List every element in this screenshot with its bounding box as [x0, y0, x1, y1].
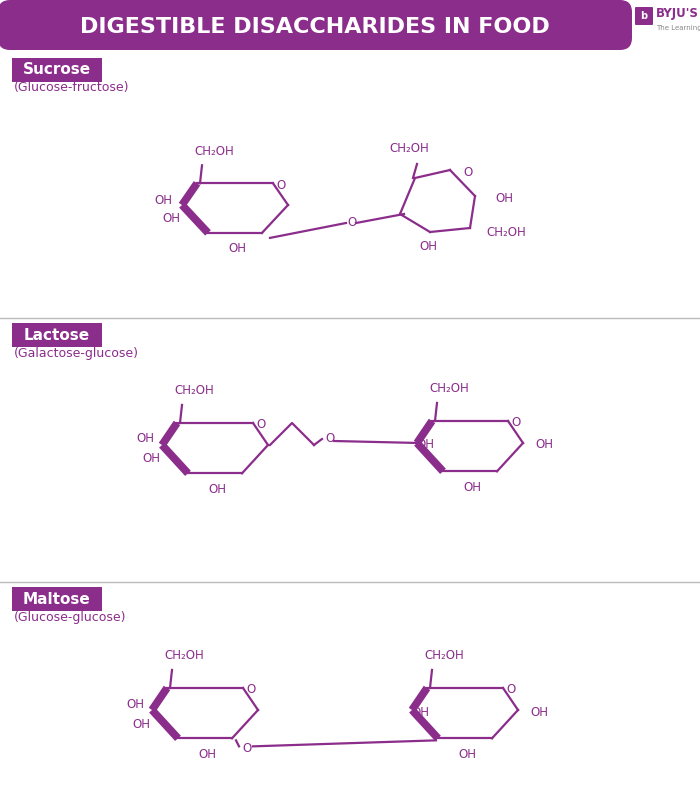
- Text: OH: OH: [198, 748, 216, 761]
- Text: OH: OH: [162, 212, 180, 225]
- Text: OH: OH: [463, 481, 481, 494]
- Text: CH₂OH: CH₂OH: [424, 650, 464, 663]
- Text: (Galactose-glucose): (Galactose-glucose): [14, 346, 139, 359]
- Text: OH: OH: [419, 239, 437, 252]
- Text: O: O: [347, 217, 356, 230]
- Text: OH: OH: [136, 432, 154, 445]
- Text: O: O: [256, 418, 265, 431]
- Text: O: O: [276, 178, 286, 191]
- Text: Maltose: Maltose: [23, 591, 91, 607]
- Text: OH: OH: [416, 439, 434, 452]
- Text: OH: OH: [495, 191, 513, 204]
- Text: OH: OH: [458, 748, 476, 761]
- Text: O: O: [326, 432, 335, 445]
- Text: BYJU'S: BYJU'S: [656, 7, 699, 20]
- FancyBboxPatch shape: [12, 323, 102, 347]
- Text: OH: OH: [126, 697, 144, 710]
- Text: CH₂OH: CH₂OH: [164, 650, 204, 663]
- Text: CH₂OH: CH₂OH: [389, 141, 429, 155]
- FancyBboxPatch shape: [632, 2, 700, 50]
- Text: OH: OH: [132, 718, 150, 731]
- Text: DIGESTIBLE DISACCHARIDES IN FOOD: DIGESTIBLE DISACCHARIDES IN FOOD: [80, 17, 550, 37]
- Text: CH₂OH: CH₂OH: [429, 383, 469, 396]
- FancyBboxPatch shape: [12, 587, 102, 611]
- Text: OH: OH: [228, 242, 246, 255]
- Text: (Glucose-fructose): (Glucose-fructose): [14, 81, 130, 95]
- Text: O: O: [506, 684, 516, 697]
- Text: OH: OH: [535, 439, 553, 452]
- Text: O: O: [463, 166, 472, 179]
- Text: b: b: [640, 11, 648, 21]
- Text: The Learning App: The Learning App: [656, 25, 700, 31]
- Text: O: O: [512, 417, 521, 430]
- Text: CH₂OH: CH₂OH: [174, 384, 214, 397]
- FancyBboxPatch shape: [0, 0, 632, 50]
- Text: OH: OH: [530, 706, 548, 719]
- Text: OH: OH: [411, 706, 429, 719]
- Text: (Glucose-glucose): (Glucose-glucose): [14, 611, 127, 624]
- Text: O: O: [246, 684, 256, 697]
- Text: OH: OH: [208, 483, 226, 496]
- Text: CH₂OH: CH₂OH: [486, 225, 526, 238]
- Text: O: O: [242, 742, 251, 755]
- Text: CH₂OH: CH₂OH: [194, 145, 234, 158]
- FancyBboxPatch shape: [635, 7, 653, 25]
- Text: Lactose: Lactose: [24, 328, 90, 342]
- FancyBboxPatch shape: [12, 58, 102, 82]
- Text: OH: OH: [142, 453, 160, 466]
- Text: OH: OH: [154, 195, 172, 208]
- Text: Sucrose: Sucrose: [23, 62, 91, 78]
